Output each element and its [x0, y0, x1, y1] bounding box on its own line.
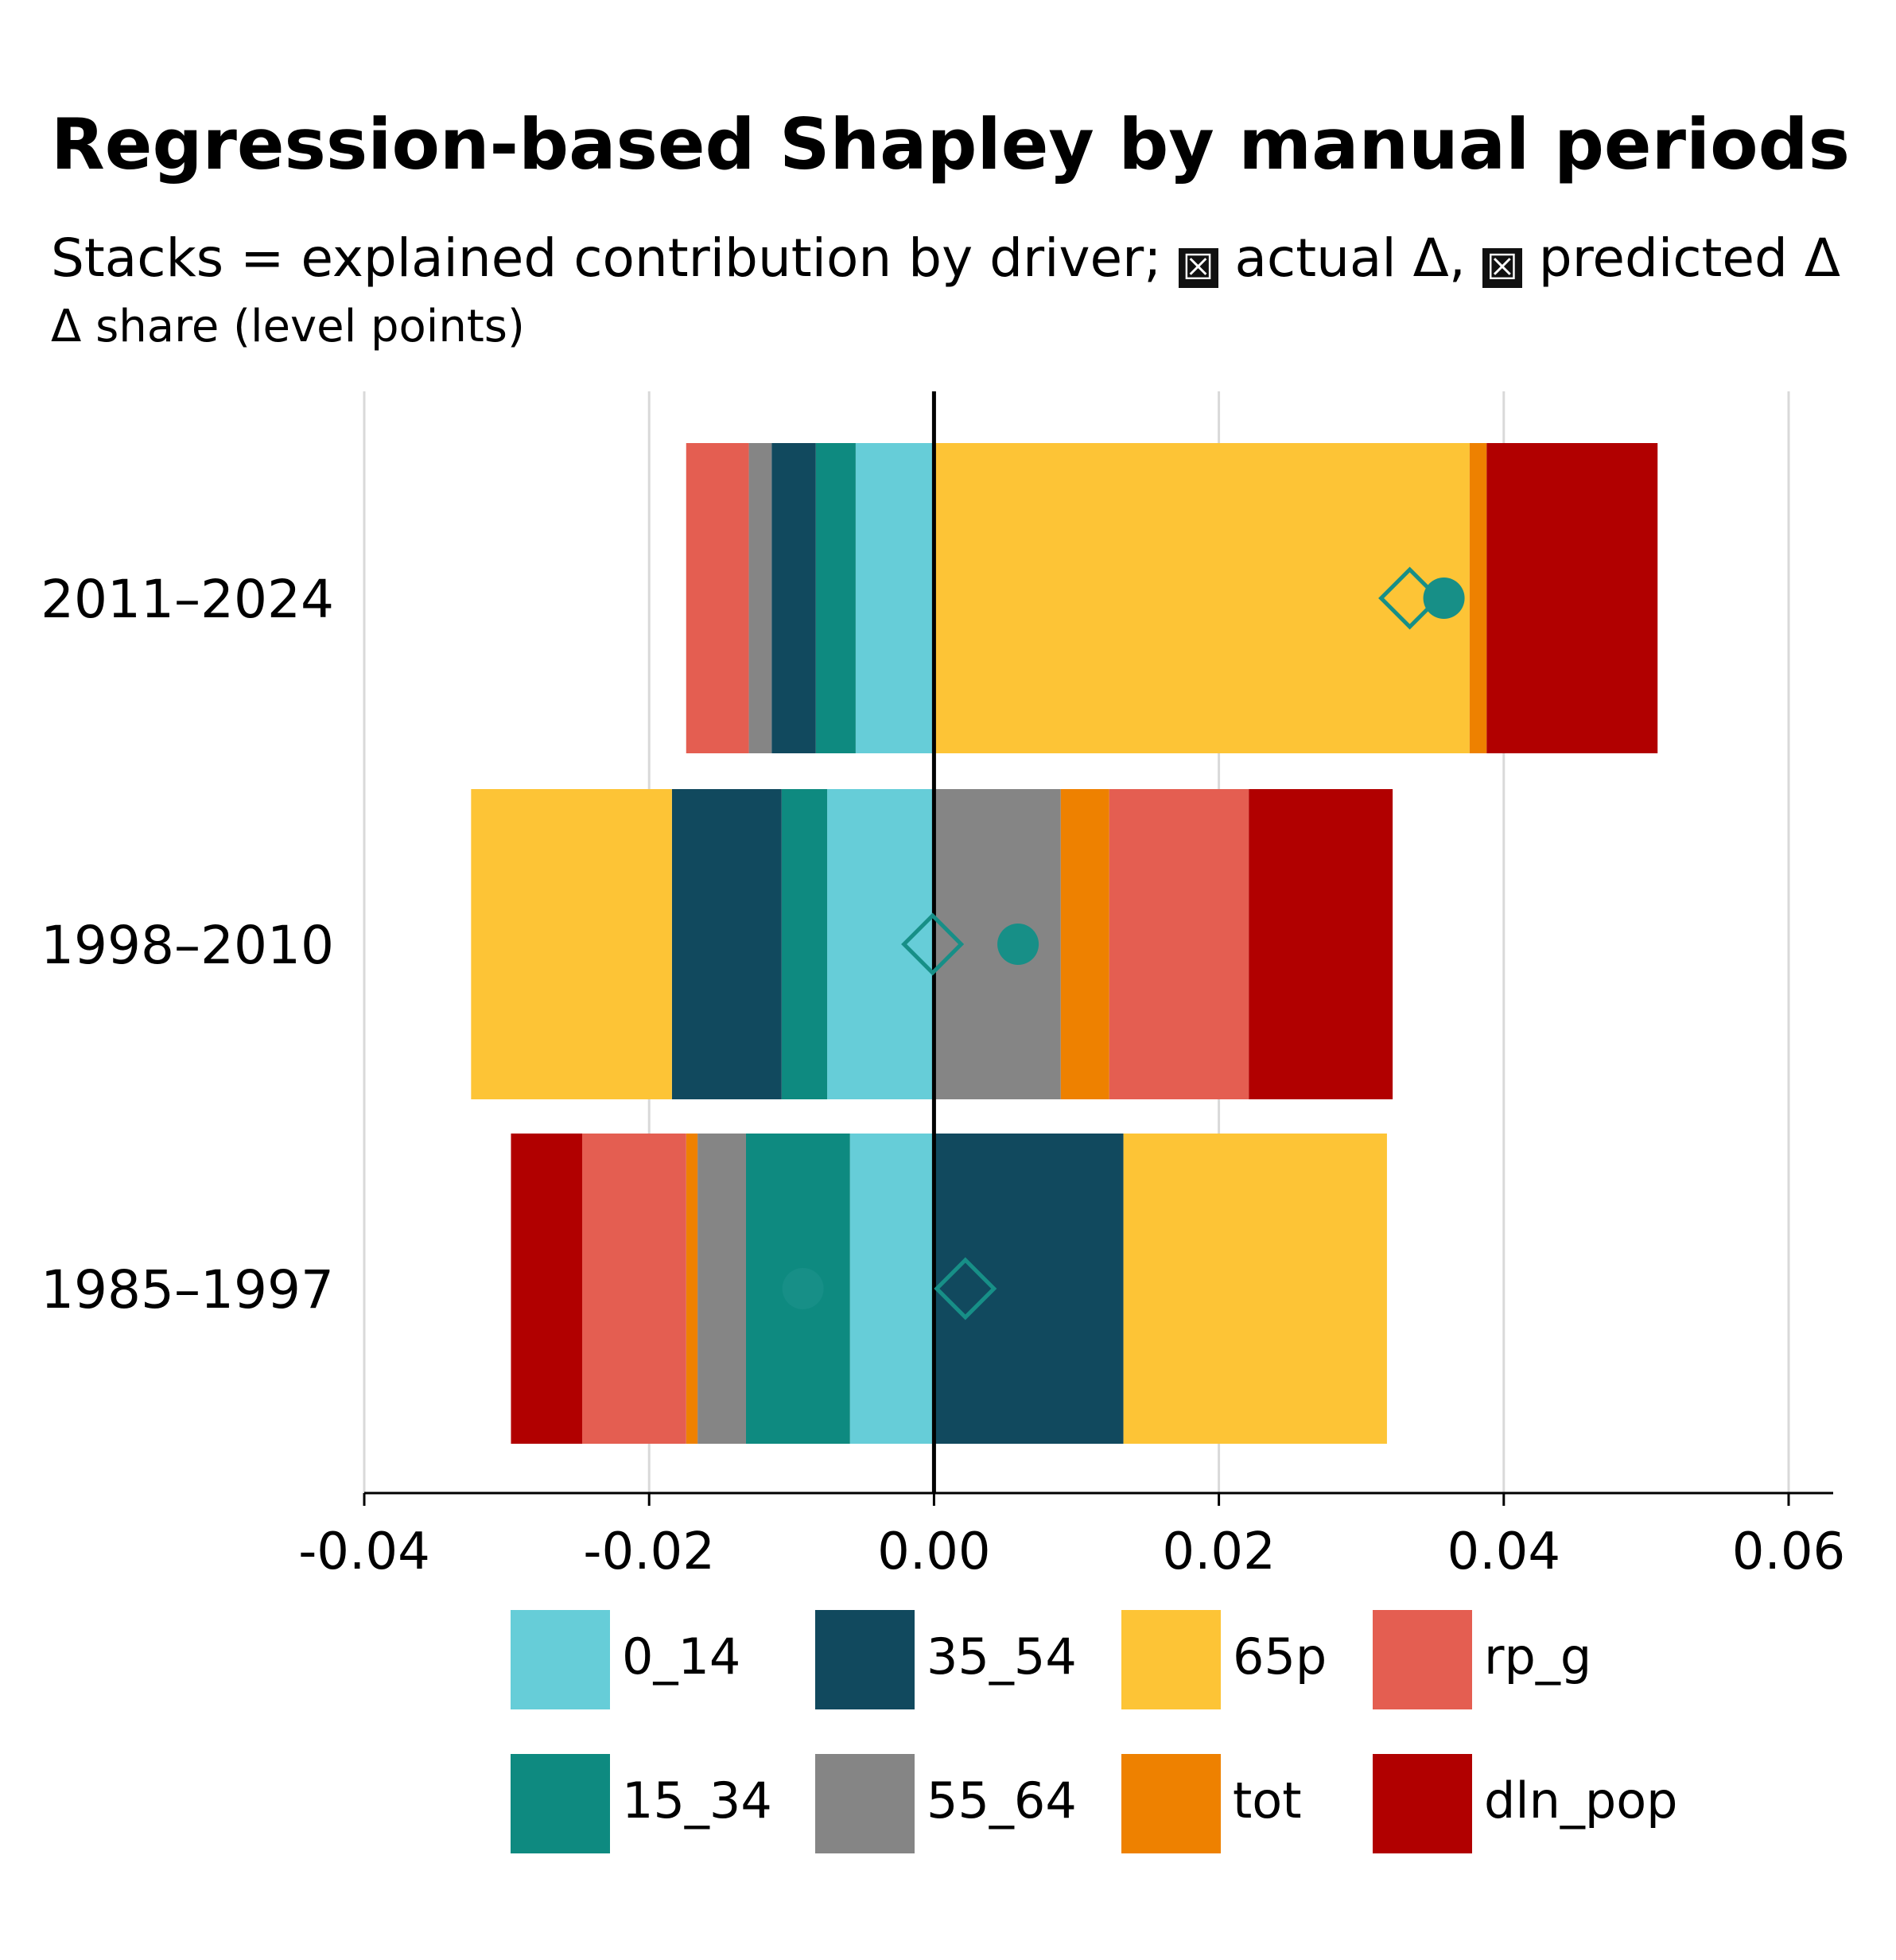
- x-axis-label: Δ share (level points): [51, 301, 525, 352]
- legend-label: rp_g: [1484, 1628, 1592, 1686]
- bar-segment-0_14: [849, 1134, 934, 1444]
- legend-label: 55_64: [927, 1771, 1077, 1830]
- bar-segment-65p: [1123, 1134, 1387, 1444]
- chart-area: 2011–2024 1998–2010 1985–1997 -0.04 -0.02 0.0…: [41, 391, 1846, 1581]
- subtitle-actual: actual Δ,: [1234, 228, 1466, 289]
- legend-label: 35_54: [927, 1628, 1077, 1686]
- legend-swatch: [815, 1754, 915, 1853]
- bar-segment-55_64: [748, 443, 772, 753]
- bar-segment-tot: [1469, 443, 1487, 753]
- bar-segment-rp_g: [1109, 789, 1249, 1099]
- bar-segment-35_54: [934, 1134, 1124, 1444]
- x-tick-label: -0.02: [583, 1522, 715, 1581]
- legend-swatch: [815, 1610, 915, 1709]
- legend-swatch: [1121, 1610, 1221, 1709]
- subtitle-prefix: Stacks = explained contribution by drive…: [51, 228, 1162, 289]
- bar-segment-rp_g: [582, 1134, 686, 1444]
- actual-marker: [1423, 578, 1465, 619]
- x-tick-label: 0.04: [1447, 1522, 1561, 1581]
- bar-segment-15_34: [781, 789, 828, 1099]
- y-tick-label: 2011–2024: [41, 569, 334, 630]
- legend-swatch: [1121, 1754, 1221, 1853]
- y-tick-label: 1998–2010: [41, 915, 334, 976]
- bar-segment-0_14: [827, 789, 934, 1099]
- predicted-mark-icon: ☒: [1482, 248, 1522, 288]
- chart-subtitle: Stacks = explained contribution by drive…: [51, 228, 1840, 289]
- bar-segment-dln_pop: [1486, 443, 1658, 753]
- legend-swatch: [511, 1754, 610, 1853]
- bar-segment-35_54: [671, 789, 782, 1099]
- x-tick-label: -0.04: [298, 1522, 430, 1581]
- bar-segment-55_64: [697, 1134, 746, 1444]
- actual-marker: [782, 1268, 824, 1309]
- y-tick-label: 1985–1997: [41, 1259, 334, 1320]
- legend-label: tot: [1233, 1771, 1302, 1830]
- bar-segment-35_54: [771, 443, 816, 753]
- bar-segment-tot: [686, 1134, 698, 1444]
- predicted-marker: [934, 1257, 997, 1320]
- bar-segment-tot: [1060, 789, 1109, 1099]
- bar-segment-15_34: [815, 443, 856, 753]
- bar-segment-rp_g: [686, 443, 749, 753]
- x-tick-label: 0.06: [1732, 1522, 1846, 1581]
- actual-marker: [997, 924, 1039, 965]
- bar-segment-dln_pop: [1249, 789, 1393, 1099]
- legend-label: 0_14: [622, 1628, 741, 1686]
- bar-segment-65p: [934, 443, 1470, 753]
- predicted-marker: [901, 912, 965, 976]
- legend-label: dln_pop: [1484, 1771, 1678, 1830]
- subtitle-predicted: predicted Δ: [1538, 228, 1841, 289]
- actual-mark-icon: ☒: [1178, 248, 1218, 288]
- chart-title: Regression-based Shapley by manual perio…: [51, 103, 1851, 185]
- x-tick-label: 0.00: [877, 1522, 991, 1581]
- legend-swatch: [1373, 1754, 1472, 1853]
- legend-swatch: [1373, 1610, 1472, 1709]
- bar-segment-65p: [471, 789, 672, 1099]
- legend-label: 65p: [1233, 1628, 1327, 1686]
- x-tick-label: 0.02: [1162, 1522, 1276, 1581]
- bar-segment-0_14: [855, 443, 934, 753]
- bar-segment-dln_pop: [511, 1134, 583, 1444]
- legend-swatch: [511, 1610, 610, 1709]
- legend-label: 15_34: [622, 1771, 772, 1830]
